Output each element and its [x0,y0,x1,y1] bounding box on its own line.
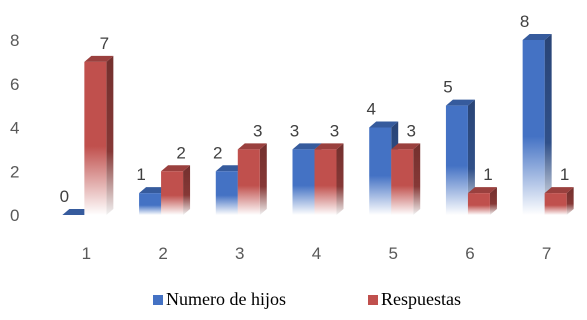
y-tick-label: 4 [10,119,19,138]
data-label: 1 [136,165,145,184]
bar-top [62,209,92,215]
bar-side [566,187,574,215]
bar-top [139,187,169,194]
bar-front [369,127,392,215]
data-label: 8 [520,12,529,31]
bar-numero-de-hijos [62,209,92,216]
data-label: 2 [176,143,185,162]
y-tick-label: 6 [10,75,19,94]
x-tick-label: 2 [158,244,167,263]
bar-top [161,165,191,172]
bar-top [84,55,114,62]
bar-side [106,55,114,215]
data-label: 3 [290,121,299,140]
data-label: 1 [483,165,492,184]
bar-front [139,193,162,215]
x-tick-label: 4 [312,244,321,263]
bar-side [183,165,191,215]
data-label: 3 [406,121,415,140]
bar-front [161,171,184,215]
bar-top [292,143,322,150]
data-label: 1 [560,165,569,184]
bars-layer [62,34,574,216]
bar-respuestas [84,55,114,215]
x-tick-label: 3 [235,244,244,263]
data-labels-layer: 0 7 1 2 2 3 3 3 4 3 5 1 8 1 [60,12,570,206]
legend-item: Respuestas [368,289,461,309]
legend-item: Numero de hijos [153,289,286,309]
bar-front [467,193,490,215]
data-label: 3 [253,121,262,140]
bar-front [522,40,545,215]
bar-front [215,171,238,215]
bar-top [237,143,267,150]
bar-top [369,121,399,128]
data-label: 0 [60,187,69,206]
bar-top [445,99,475,106]
legend-swatch [153,295,163,305]
bar-respuestas [161,165,191,215]
data-label: 7 [100,34,109,53]
bar-side [259,143,267,215]
bar-respuestas [314,143,344,215]
bar-respuestas [391,143,421,215]
bar-front [237,149,260,215]
bar-top [314,143,344,150]
bar-numero-de-hijos [522,34,552,215]
y-tick-label: 8 [10,31,19,50]
legend-label: Numero de hijos [166,289,286,309]
bar-front [445,105,468,215]
axis-layer: 0 2 4 6 8 1 2 3 4 5 6 7 [10,31,551,263]
bar-side [336,143,344,215]
bar-respuestas [237,143,267,215]
x-tick-label: 1 [82,244,91,263]
bar-top [391,143,421,150]
bar-top [522,34,552,40]
bar-front [314,149,337,215]
bar-top [467,187,497,194]
bar-side [489,187,497,215]
bar-side [467,99,475,215]
bar-front [544,193,567,215]
bar-front [292,149,315,215]
bar-front [84,61,107,215]
legend-swatch [368,295,378,305]
bar-respuestas [467,187,497,215]
data-label: 5 [443,78,452,97]
bar-side [413,143,421,215]
bar-top [215,165,245,172]
x-tick-label: 6 [465,244,474,263]
legend-label: Respuestas [381,289,461,309]
bar-front [391,149,414,215]
data-label: 2 [213,143,222,162]
x-tick-label: 5 [388,244,397,263]
data-label: 4 [366,100,375,119]
x-tick-label: 7 [542,244,551,263]
bar-respuestas [544,187,574,215]
bar-top [544,187,574,194]
y-tick-label: 0 [10,206,19,225]
bar-numero-de-hijos [445,99,475,215]
y-tick-label: 2 [10,162,19,181]
data-label: 3 [330,121,339,140]
legend: Numero de hijos Respuestas [153,289,461,309]
bar-side [544,34,552,215]
